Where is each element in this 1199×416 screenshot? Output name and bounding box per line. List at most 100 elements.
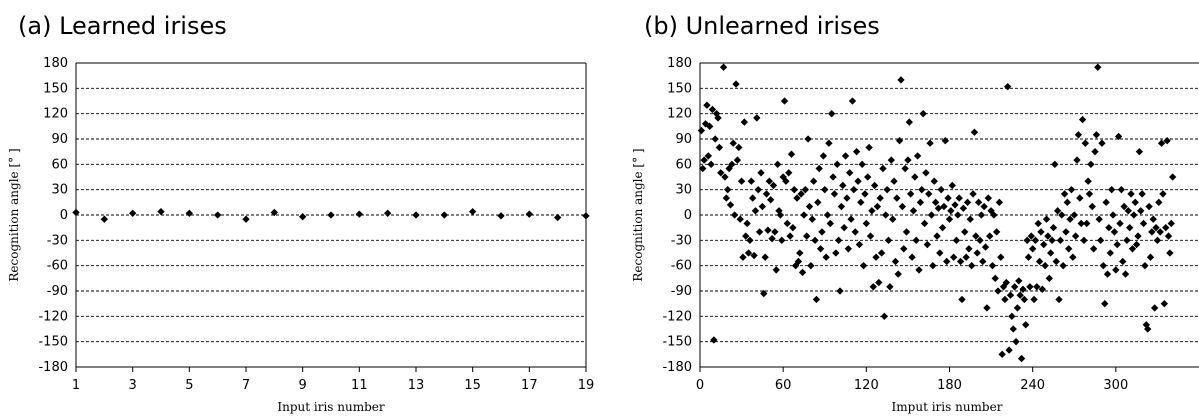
chart-b-data-point [888, 215, 897, 223]
chart-a-data-point [72, 208, 80, 217]
chart-b-data-point [1099, 261, 1108, 270]
chart-b-data-point [883, 185, 891, 194]
chart-b-data-point [851, 228, 859, 236]
chart-a-data-point [327, 211, 335, 219]
chart-b-data-point [1084, 177, 1092, 185]
chart-b-data-point [984, 194, 992, 202]
chart-b-x-tick-label: 240 [1020, 378, 1045, 393]
chart-b-data-point [909, 207, 918, 215]
chart-b-data-point [1059, 261, 1067, 270]
chart-b-y-tick-label: 0 [684, 208, 692, 223]
chart-b-data-point [898, 202, 907, 211]
chart-b-data-point [897, 76, 905, 84]
chart-b-data-point [968, 261, 976, 270]
chart-a-data-point [355, 210, 364, 218]
chart-b-data-point [938, 223, 947, 232]
chart-b-data-point [963, 198, 972, 207]
chart-a-data-point [128, 209, 137, 217]
chart-a-data-point [185, 209, 194, 217]
chart-b-data-point [750, 251, 758, 260]
chart-a-y-tick-label: 60 [51, 157, 68, 172]
chart-b-data-point [1055, 295, 1063, 304]
chart-a-x-tick-label: 3 [129, 378, 137, 393]
chart-b-data-point [786, 232, 794, 240]
chart-b-data-point [1166, 249, 1174, 257]
chart-b-data-point [949, 253, 958, 261]
chart-b-data-point [1020, 295, 1029, 304]
chart-b-data-point [1037, 228, 1045, 236]
chart-b-data-point [744, 249, 753, 257]
chart-b-data-point [737, 177, 746, 185]
chart-b-data-point [943, 257, 951, 266]
chart-b-data-point [884, 236, 893, 245]
chart-b-x-tick-label: 180 [937, 378, 962, 393]
chart-b-data-point [934, 204, 943, 212]
chart-b-data-point [803, 232, 811, 240]
chart-b-data-point [974, 198, 983, 207]
chart-b-data-point [1034, 219, 1042, 228]
chart-b-data-point [807, 261, 815, 270]
chart-b-data-point [830, 190, 839, 198]
chart-b-data-point [1062, 228, 1070, 236]
chart-b-data-point [929, 261, 937, 270]
chart-b-data-point [880, 312, 889, 321]
chart-a-x-tick-label: 19 [578, 378, 595, 393]
chart-b-data-point [754, 185, 762, 194]
chart-b-data-point [1024, 253, 1033, 261]
chart-b-data-point [736, 215, 744, 223]
chart-b-data-point [764, 226, 772, 234]
chart-b-data-point [868, 207, 876, 215]
chart-b-data-point [969, 190, 977, 198]
chart-b-y-tick-label: -60 [671, 259, 692, 274]
chart-b-data-point [780, 97, 789, 105]
chart-b-data-point [986, 232, 994, 240]
chart-b-data-point [952, 236, 961, 245]
chart-b-data-point [783, 219, 792, 228]
chart-b-data-point [1141, 261, 1149, 270]
chart-b-data-point [855, 240, 864, 249]
chart-b-data-point [1162, 223, 1170, 232]
chart-b-data-point [902, 228, 911, 236]
chart-b-data-point [1153, 236, 1162, 245]
chart-b-data-point [846, 169, 854, 177]
chart-b-data-point [877, 249, 886, 257]
chart-b-data-point [1038, 285, 1047, 293]
chart-b-data-point [966, 215, 974, 223]
chart-b-data-point [936, 249, 944, 257]
chart-b-data-point [1051, 160, 1059, 169]
chart-b-data-point [1096, 236, 1105, 245]
chart-b-data-point [1134, 232, 1142, 240]
chart-b-data-point [995, 198, 1004, 207]
chart-b-data-point [862, 219, 871, 228]
chart-b-y-tick-label: 120 [667, 107, 692, 122]
chart-b-data-point [843, 194, 851, 202]
chart-b-x-tick-label: 300 [1103, 378, 1128, 393]
chart-b-data-point [804, 135, 812, 143]
chart-b-data-point [746, 236, 754, 245]
chart-a-x-axis-title: Input iris number [277, 400, 385, 414]
chart-b-data-point [1065, 245, 1073, 253]
chart-b-data-point [907, 190, 915, 198]
chart-b-data-point [990, 211, 998, 219]
chart-b-data-point [980, 202, 988, 211]
chart-b-data-point [809, 177, 818, 185]
chart-b-data-point [832, 249, 840, 257]
chart-b-data-point [826, 219, 834, 228]
chart-b-data-point [840, 223, 848, 232]
chart-b-data-point [717, 169, 725, 177]
chart-b-data-point [1164, 232, 1173, 240]
chart-a-x-tick-label: 1 [72, 378, 80, 393]
chart-b-data-point [1167, 219, 1175, 228]
chart-b-data-point [894, 270, 902, 278]
chart-b-data-point [882, 211, 890, 219]
chart-b-data-point [1012, 337, 1020, 346]
chart-b-data-point [875, 278, 883, 287]
chart-b-data-point [834, 236, 843, 245]
chart-b-data-point [970, 128, 979, 136]
chart-b-data-point [887, 156, 895, 164]
chart-b-data-point [1041, 261, 1049, 270]
chart-b-data-point [1101, 299, 1109, 308]
chart-b-data-point [890, 177, 898, 185]
chart-b-data-point [812, 295, 821, 304]
